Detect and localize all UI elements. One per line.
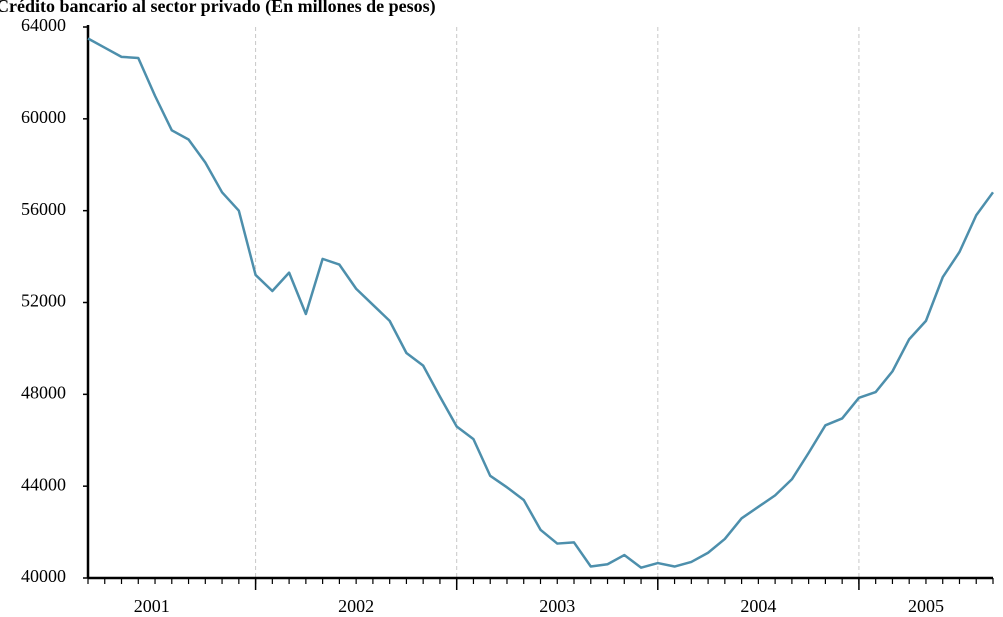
data-line [87,37,995,569]
x-tick-label: 2005 [908,596,944,616]
x-tick-label: 2004 [740,596,776,616]
y-tick-label: 60000 [21,107,66,127]
y-tick-label: 44000 [21,474,66,494]
y-tick-label: 56000 [21,199,66,219]
y-tick-label: 64000 [21,15,66,35]
y-tick-label: 40000 [21,566,66,586]
y-tick-label: 52000 [21,291,66,311]
x-tick-label: 2002 [338,596,374,616]
x-tick-label: 2001 [134,596,170,616]
y-tick-label: 48000 [21,382,66,402]
chart-title: Crédito bancario al sector privado (En m… [0,0,436,17]
x-tick-label: 2003 [539,596,575,616]
